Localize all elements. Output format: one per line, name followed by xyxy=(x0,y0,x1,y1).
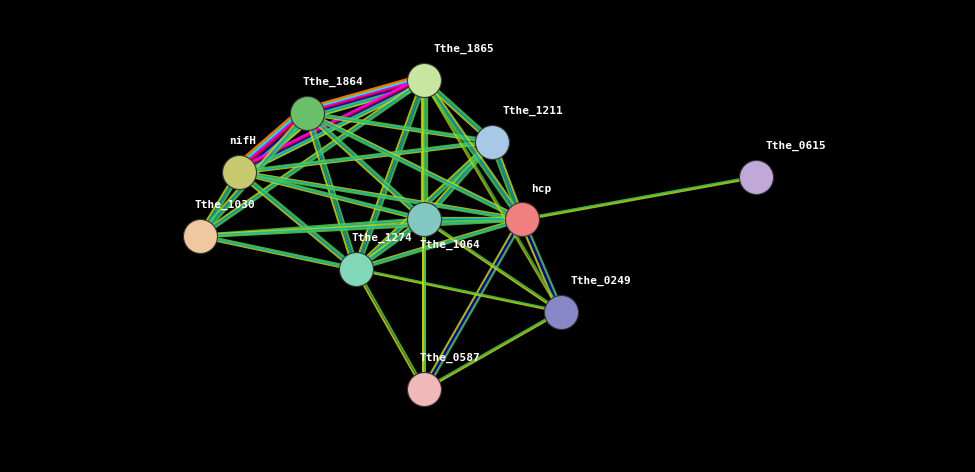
Text: hcp: hcp xyxy=(531,184,552,194)
Text: Tthe_1064: Tthe_1064 xyxy=(419,240,480,250)
Text: Tthe_1865: Tthe_1865 xyxy=(434,44,494,54)
Point xyxy=(485,138,500,145)
Text: Tthe_1030: Tthe_1030 xyxy=(195,200,255,210)
Point xyxy=(514,216,529,223)
Text: Tthe_0615: Tthe_0615 xyxy=(765,141,826,151)
Point xyxy=(299,110,315,117)
Text: Tthe_1274: Tthe_1274 xyxy=(351,233,411,243)
Text: Tthe_0587: Tthe_0587 xyxy=(419,353,480,363)
Point xyxy=(416,386,432,393)
Text: Tthe_1211: Tthe_1211 xyxy=(502,105,563,116)
Text: Tthe_0249: Tthe_0249 xyxy=(570,275,631,286)
Point xyxy=(748,173,763,181)
Text: nifH: nifH xyxy=(229,136,256,146)
Text: Tthe_1864: Tthe_1864 xyxy=(302,77,363,87)
Point xyxy=(416,216,432,223)
Point xyxy=(231,169,247,176)
Point xyxy=(348,265,364,273)
Point xyxy=(416,76,432,84)
Point xyxy=(192,232,208,240)
Point xyxy=(553,308,568,315)
